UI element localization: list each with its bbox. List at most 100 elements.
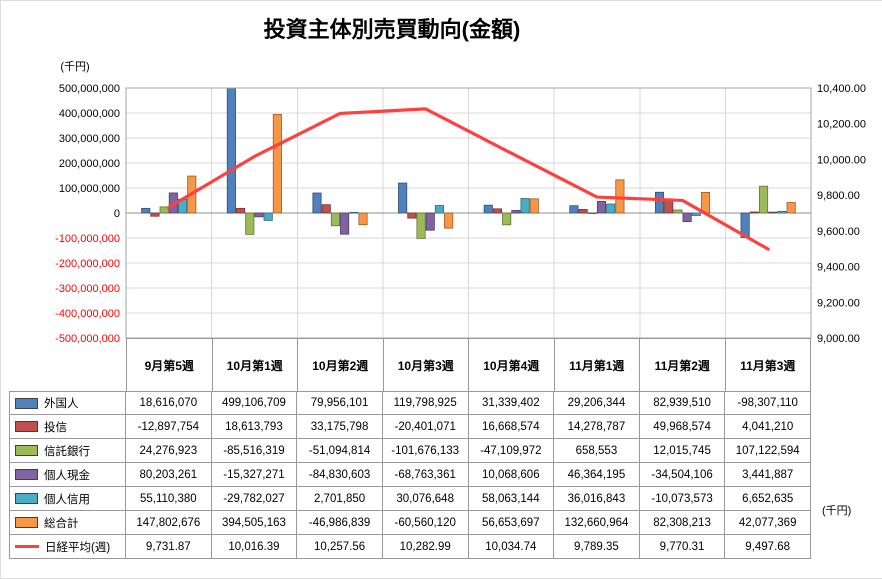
bar-信託銀行 (159, 206, 169, 214)
category-label: 10月第4週 (469, 338, 555, 391)
left-axis-tick: -300,000,000 (55, 283, 120, 295)
bar-個人信用 (520, 198, 530, 214)
table-value-cell: -101,676,133 (382, 439, 469, 463)
legend-cell: 投信 (9, 415, 126, 439)
category-axis-row: 9月第5週 10月第1週 10月第2週 10月第3週 10月第4週 11月第1週 11月第2… (126, 338, 811, 391)
table-value-cell: 12,015,745 (639, 439, 726, 463)
left-axis-tick: -200,000,000 (55, 258, 120, 270)
table-value-cell: 29,206,344 (554, 391, 640, 415)
bar-外国人 (141, 207, 151, 214)
right-axis-tick: 9,200.00 (817, 297, 860, 309)
right-axis-tick: 9,000.00 (817, 333, 860, 345)
table-value-cell: 58,063,144 (468, 487, 555, 511)
table-value-cell: 107,122,594 (725, 439, 811, 463)
table-value-cell: 394,505,163 (211, 511, 298, 535)
bar-投信 (236, 207, 246, 214)
series-name: 投信 (44, 421, 67, 434)
table-value-cell: -29,782,027 (211, 487, 298, 511)
legend-cell: 総合計 (9, 511, 126, 535)
line-legend-key-icon (15, 545, 39, 548)
bar-個人現金 (768, 211, 778, 214)
bar-個人現金 (682, 212, 692, 223)
chart-title: 投資主体別売買動向(金額) (263, 17, 521, 42)
bar-個人現金 (425, 212, 435, 231)
table-row: 日経平均(週) 9,731.87 10,016.39 10,257.56 10,282.… (9, 535, 811, 559)
category-label: 9月第5週 (126, 338, 213, 391)
bar-総合計 (700, 192, 711, 214)
table-value-cell: 56,653,697 (468, 511, 555, 535)
table-row: 信託銀行 24,276,923 -85,516,319 -51,094,814 -101… (9, 439, 811, 463)
table-value-cell: 46,364,195 (554, 463, 640, 487)
bar-個人現金 (254, 212, 264, 218)
left-axis-tick: -100,000,000 (55, 233, 120, 245)
table-value-cell: 4,041,210 (725, 415, 811, 439)
bar-legend-key-icon (15, 493, 38, 504)
bar-投信 (749, 211, 759, 214)
bar-総合計 (358, 212, 368, 226)
bar-個人信用 (263, 212, 273, 221)
table-value-cell: 18,613,793 (211, 415, 298, 439)
table-value-cell: 82,308,213 (639, 511, 726, 535)
bar-投信 (407, 212, 417, 219)
table-value-cell: -85,516,319 (211, 439, 298, 463)
table-value-cell: 10,257.56 (297, 535, 383, 559)
left-axis-tick: 400,000,000 (59, 108, 120, 120)
table-value-cell: 3,441,887 (725, 463, 811, 487)
category-label: 11月第3週 (725, 338, 811, 391)
series-name: 個人信用 (44, 493, 90, 506)
table-value-cell: 9,789.35 (554, 535, 640, 559)
series-name: 日経平均(週) (45, 541, 111, 554)
left-axis-tick: 0 (114, 208, 120, 220)
table-value-cell: 80,203,261 (126, 463, 212, 487)
bar-投信 (492, 208, 503, 214)
right-axis-tick: 10,400.00 (817, 83, 866, 95)
table-value-cell: -12,897,754 (126, 415, 212, 439)
table-value-cell: -68,763,361 (382, 463, 469, 487)
table-value-cell: 132,660,964 (554, 511, 640, 535)
bar-投信 (664, 200, 674, 214)
bar-legend-key-icon (15, 469, 38, 480)
bar-投信 (578, 209, 588, 214)
bar-信託銀行 (416, 212, 426, 239)
left-axis-tick: -400,000,000 (55, 308, 120, 320)
table-value-cell: 9,497.68 (725, 535, 811, 559)
series-name: 総合計 (44, 517, 79, 530)
table-value-cell: 82,939,510 (639, 391, 726, 415)
category-label: 10月第1週 (212, 338, 298, 391)
table-value-cell: 10,016.39 (211, 535, 298, 559)
table-value-cell: 24,276,923 (126, 439, 212, 463)
legend-cell: 個人現金 (9, 463, 126, 487)
table-value-cell: -46,986,839 (297, 511, 383, 535)
table-value-cell: 10,282.99 (382, 535, 469, 559)
bar-外国人 (654, 191, 665, 214)
left-axis-tick: 500,000,000 (59, 83, 120, 95)
bar-総合計 (786, 202, 796, 214)
table-value-cell: 16,668,574 (468, 415, 555, 439)
table-value-cell: 42,077,369 (725, 511, 811, 535)
bar-総合計 (444, 212, 454, 229)
bar-信託銀行 (502, 212, 512, 226)
table-value-cell: 10,034.74 (468, 535, 555, 559)
bar-個人現金 (340, 212, 350, 235)
table-value-cell: 658,553 (554, 439, 640, 463)
bar-投信 (150, 212, 160, 217)
table-value-cell: -51,094,814 (297, 439, 383, 463)
table-value-cell: 10,068,606 (468, 463, 555, 487)
table-value-cell: 147,802,676 (126, 511, 212, 535)
left-axis-unit-label: (千円) (60, 61, 90, 73)
series-name: 信託銀行 (44, 445, 90, 458)
table-value-cell: 55,110,380 (126, 487, 212, 511)
bar-legend-key-icon (15, 421, 38, 432)
bar-個人現金 (511, 210, 521, 214)
bar-個人信用 (691, 212, 701, 216)
right-axis-tick: 10,000.00 (817, 154, 866, 166)
legend-cell: 信託銀行 (9, 439, 126, 463)
right-axis-tick: 9,800.00 (817, 190, 860, 202)
bar-legend-key-icon (15, 517, 38, 528)
category-label: 11月第1週 (554, 338, 640, 391)
bar-個人信用 (349, 211, 359, 214)
left-axis-tick: 100,000,000 (59, 183, 120, 195)
table-value-cell: 2,701,850 (297, 487, 383, 511)
table-value-cell: -98,307,110 (725, 391, 811, 415)
